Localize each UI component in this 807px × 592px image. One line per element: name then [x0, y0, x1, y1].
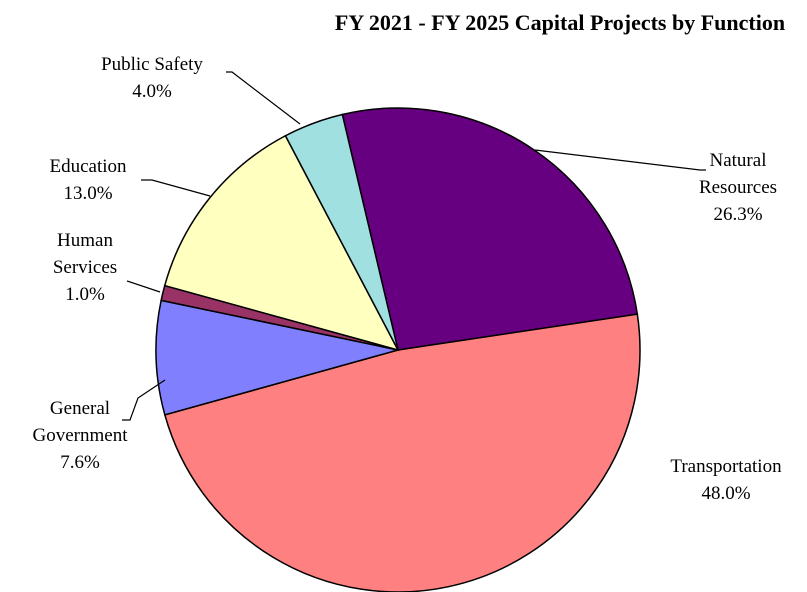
leader-line: [126, 280, 161, 293]
value-label: 48.0%: [701, 483, 750, 504]
leader-line: [226, 71, 301, 125]
leader-line: [122, 379, 166, 421]
value-label: 7.6%: [60, 452, 100, 473]
value-label: 1.0%: [65, 284, 105, 305]
slice-label: Natural Resources: [699, 150, 777, 198]
slice-label: Education: [49, 156, 127, 177]
leader-line: [534, 149, 706, 171]
slice-label: Transportation: [670, 456, 782, 477]
slice-label: Public Safety: [101, 54, 203, 75]
pie-slice: [155, 299, 399, 416]
value-label: 13.0%: [63, 183, 112, 204]
slice-label: General Government: [33, 398, 129, 446]
chart-title: FY 2021 - FY 2025 Capital Projects by Fu…: [335, 10, 785, 35]
leader-line: [141, 179, 211, 197]
value-label: 26.3%: [713, 204, 762, 225]
value-label: 4.0%: [132, 81, 172, 102]
pie-slice: [341, 107, 639, 351]
pie-slice: [163, 313, 641, 592]
pie-slice: [284, 113, 399, 351]
pie-slice: [163, 134, 400, 352]
slice-label: Human Services: [53, 230, 117, 278]
